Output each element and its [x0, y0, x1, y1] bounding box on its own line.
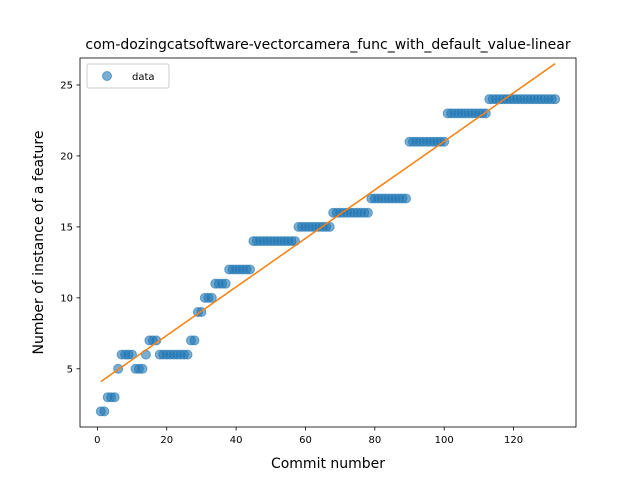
- data-point: [189, 335, 200, 346]
- x-tick-label: 80: [368, 435, 381, 446]
- data-point: [182, 349, 193, 360]
- data-point: [401, 193, 412, 204]
- x-tick-label: 100: [435, 435, 454, 446]
- y-tick-label: 10: [60, 293, 73, 304]
- x-tick-label: 40: [230, 435, 243, 446]
- data-point: [206, 292, 217, 303]
- x-axis-label: Commit number: [271, 456, 385, 472]
- y-axis-label: Number of instance of a feature: [31, 131, 47, 355]
- data-point: [109, 392, 120, 403]
- legend: data: [86, 63, 170, 89]
- x-tick-label: 60: [299, 435, 312, 446]
- y-tick-label: 15: [60, 222, 73, 233]
- x-tick-label: 120: [504, 435, 523, 446]
- legend-marker-data: [102, 71, 112, 81]
- y-tick-label: 5: [67, 364, 73, 375]
- x-tick-label: 20: [160, 435, 173, 446]
- x-tick-label: 0: [94, 435, 100, 446]
- data-point: [362, 207, 373, 218]
- data-point: [99, 406, 110, 417]
- legend-label-data: data: [132, 72, 155, 83]
- legend-box: [86, 63, 170, 89]
- data-point: [550, 94, 561, 105]
- data-point: [324, 221, 335, 232]
- data-point: [220, 278, 231, 289]
- data-point: [244, 264, 255, 275]
- axes: 0 20 40 60 80 100 120 5 10 15 20 25: [60, 57, 577, 446]
- chart-title: com-dozingcatsoftware-vectorcamera_func_…: [85, 37, 570, 53]
- plot-frame: [79, 57, 577, 428]
- fit-line: [100, 63, 556, 383]
- data-point: [137, 363, 148, 374]
- y-tick-label: 25: [60, 80, 73, 91]
- plot-area: [95, 63, 561, 417]
- y-tick-label: 20: [60, 151, 73, 162]
